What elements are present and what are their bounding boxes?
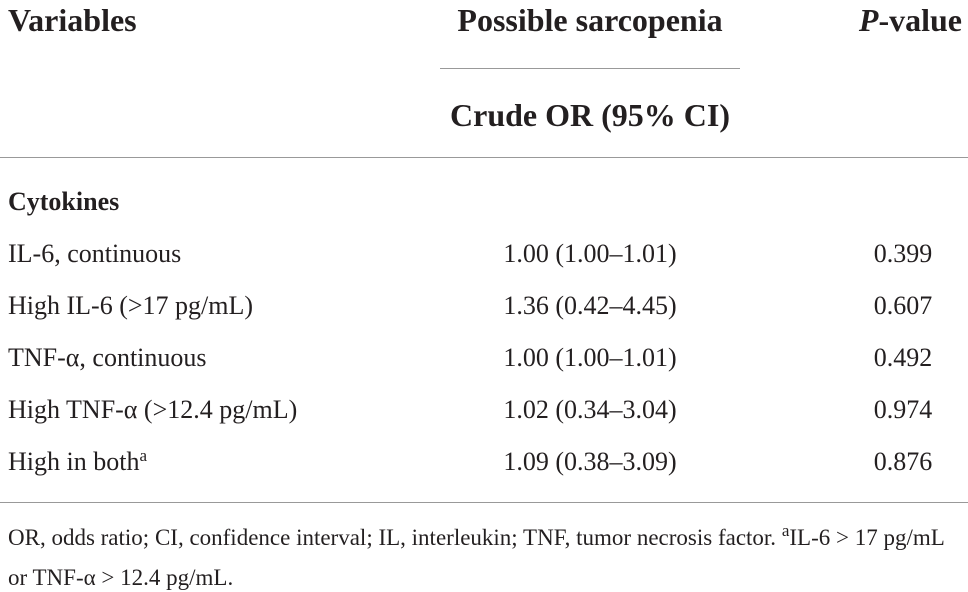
row-marker: a xyxy=(139,446,147,465)
crude-or: 1.00 (1.00–1.01) xyxy=(503,343,677,372)
footer-rule xyxy=(0,502,968,503)
row-label: High in botha xyxy=(8,445,147,479)
crude-or: 1.36 (0.42–4.45) xyxy=(503,291,677,320)
row-label-text: High in both xyxy=(8,447,140,476)
row-label-text: TNF-α, continuous xyxy=(8,343,207,372)
row-label: High IL-6 (>17 pg/mL) xyxy=(8,289,253,323)
crude-or: 1.02 (0.34–3.04) xyxy=(503,395,677,424)
section-label: Cytokines xyxy=(8,187,120,216)
header-rule xyxy=(0,157,968,158)
crude-or: 1.09 (0.38–3.09) xyxy=(503,447,677,476)
header-p-value: P-value xyxy=(858,2,962,38)
p-value: 0.876 xyxy=(873,447,933,476)
p-value: 0.492 xyxy=(873,343,933,372)
header-group: Possible sarcopenia xyxy=(457,2,723,38)
p-value: 0.399 xyxy=(873,239,933,268)
footnote-detail: IL-6 > 17 pg/mL or TNF-α > 12.4 pg/mL. xyxy=(8,525,944,590)
row-label-text: IL-6, continuous xyxy=(8,239,182,268)
p-value: 0.974 xyxy=(873,395,933,424)
row-label-text: High IL-6 (>17 pg/mL) xyxy=(8,291,254,320)
row-label: IL-6, continuous xyxy=(8,237,181,271)
row-label: High TNF-α (>12.4 pg/mL) xyxy=(8,393,297,427)
p-value: 0.607 xyxy=(873,291,933,320)
header-subheader: Crude OR (95% CI) xyxy=(450,97,730,133)
footnote-text: OR, odds ratio; CI, confidence interval;… xyxy=(8,525,777,550)
footnote: OR, odds ratio; CI, confidence interval;… xyxy=(8,518,963,592)
footnote-marker: a xyxy=(781,521,790,540)
row-label: TNF-α, continuous xyxy=(8,341,207,375)
header-variables: Variables xyxy=(8,2,137,38)
group-rule xyxy=(440,68,740,69)
row-label-text: High TNF-α (>12.4 pg/mL) xyxy=(8,395,298,424)
crude-or: 1.00 (1.00–1.01) xyxy=(503,239,677,268)
